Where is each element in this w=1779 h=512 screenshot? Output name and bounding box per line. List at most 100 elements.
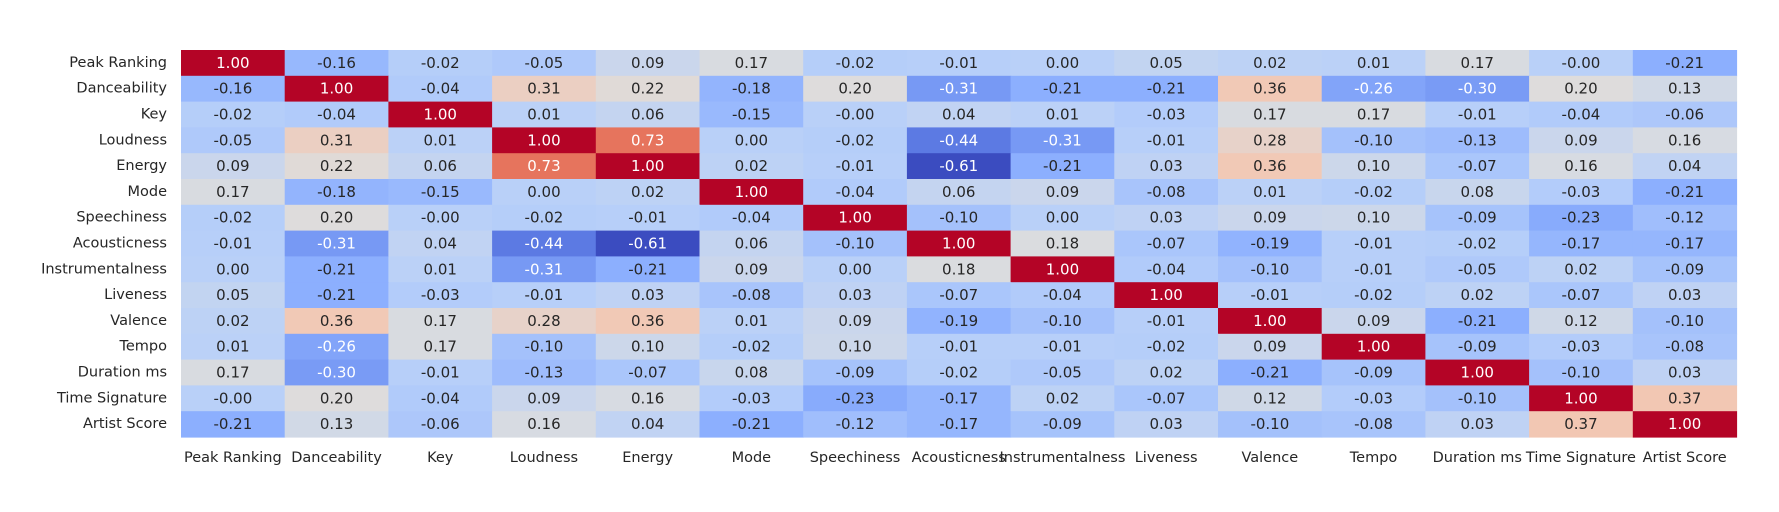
heatmap-cell-instrumentalness-duration-ms xyxy=(1425,256,1530,283)
heatmap-cell-key-energy xyxy=(595,101,701,128)
x-tick-label-energy: Energy xyxy=(622,450,673,466)
x-tick-label-loudness: Loudness xyxy=(510,450,578,466)
cell-value-label: 1.00 xyxy=(424,106,457,124)
heatmap-cell-artist-score-mode xyxy=(699,411,804,438)
heatmap-cell-tempo-artist-score xyxy=(1632,333,1738,361)
heatmap-cell-speechiness-peak-ranking xyxy=(181,204,286,232)
cell-value-label: -0.17 xyxy=(1562,235,1601,253)
heatmap-cell-valence-danceability xyxy=(284,308,389,335)
heatmap-cell-danceability-time-signature xyxy=(1529,75,1634,103)
heatmap-cell-instrumentalness-liveness xyxy=(1114,256,1219,283)
heatmap-cell-instrumentalness-tempo xyxy=(1321,256,1426,283)
heatmap-cell-speechiness-instrumentalness xyxy=(1010,204,1115,232)
heatmap-cell-valence-liveness xyxy=(1114,308,1219,335)
cell-value-label: -0.23 xyxy=(1562,209,1601,227)
cell-value-label: -0.04 xyxy=(317,106,356,124)
heatmap-cell-duration-ms-key xyxy=(388,359,493,386)
heatmap-cell-acousticness-acousticness xyxy=(906,230,1012,257)
heatmap-cell-key-tempo xyxy=(1321,101,1426,128)
heatmap-cell-mode-energy xyxy=(595,179,701,206)
cell-value-label: -0.06 xyxy=(1665,106,1704,124)
heatmap-cell-danceability-valence xyxy=(1218,75,1323,103)
cell-value-label: 0.17 xyxy=(216,364,249,382)
heatmap-cell-mode-danceability xyxy=(284,179,389,206)
x-tick-label-valence: Valence xyxy=(1241,450,1298,466)
cell-value-label: 0.09 xyxy=(631,54,664,72)
cell-value-label: 1.00 xyxy=(1149,286,1182,304)
heatmap-cell-key-danceability xyxy=(284,101,389,128)
heatmap-cell-mode-duration-ms xyxy=(1425,179,1530,206)
y-tick-label-acousticness: Acousticness xyxy=(73,236,167,252)
cell-value-label: -0.30 xyxy=(1458,80,1497,98)
heatmap-cell-time-signature-instrumentalness xyxy=(1010,385,1115,412)
heatmap-cell-energy-instrumentalness xyxy=(1010,153,1115,180)
cell-value-label: -0.10 xyxy=(836,235,875,253)
cell-value-label: -0.44 xyxy=(939,131,978,149)
cell-value-label: 1.00 xyxy=(1461,364,1494,382)
heatmap-cell-energy-time-signature xyxy=(1529,153,1634,180)
cell-value-label: 0.20 xyxy=(320,389,353,407)
x-tick-label-speechiness: Speechiness xyxy=(810,450,901,466)
cell-value-label: -0.17 xyxy=(1665,235,1704,253)
cell-value-label: 0.04 xyxy=(631,415,664,433)
heatmap-cell-energy-energy xyxy=(595,153,701,180)
heatmap-cell-key-duration-ms xyxy=(1425,101,1530,128)
cell-value-label: 0.20 xyxy=(838,80,871,98)
cell-value-label: -0.04 xyxy=(1562,106,1601,124)
cell-value-label: -0.02 xyxy=(939,364,978,382)
heatmap-cell-duration-ms-artist-score xyxy=(1632,359,1738,386)
x-tick-label-tempo: Tempo xyxy=(1349,450,1398,466)
cell-value-label: 0.08 xyxy=(735,364,768,382)
cell-value-label: 0.37 xyxy=(1668,389,1701,407)
heatmap-cell-duration-ms-acousticness xyxy=(906,359,1012,386)
y-tick-label-liveness: Liveness xyxy=(104,287,167,303)
cell-value-label: 0.18 xyxy=(1046,235,1079,253)
heatmap-cell-key-mode xyxy=(699,101,804,128)
cell-value-label: -0.03 xyxy=(1354,389,1393,407)
cell-value-label: -0.15 xyxy=(421,183,460,201)
cell-value-label: 0.04 xyxy=(424,235,457,253)
cell-value-label: -0.05 xyxy=(213,131,252,149)
heatmap-cell-time-signature-liveness xyxy=(1114,385,1219,412)
heatmap-cell-instrumentalness-time-signature xyxy=(1529,256,1634,283)
cell-value-label: 0.16 xyxy=(527,415,560,433)
heatmap-cell-key-valence xyxy=(1218,101,1323,128)
heatmap-cell-danceability-peak-ranking xyxy=(181,75,286,103)
cell-value-label: 0.08 xyxy=(1461,183,1494,201)
cell-value-label: 0.01 xyxy=(1046,106,1079,124)
cell-value-label: 0.17 xyxy=(735,54,768,72)
cell-value-label: -0.03 xyxy=(421,286,460,304)
cell-value-label: -0.21 xyxy=(1665,183,1704,201)
heatmap-cell-acousticness-speechiness xyxy=(803,230,908,257)
heatmap-cell-liveness-key xyxy=(388,282,493,309)
cell-value-label: -0.07 xyxy=(628,364,667,382)
heatmap-cell-loudness-loudness xyxy=(492,127,597,154)
heatmap-cell-danceability-speechiness xyxy=(803,75,908,103)
heatmap-cell-tempo-mode xyxy=(699,333,804,361)
heatmap-cell-peak-ranking-mode xyxy=(699,50,804,77)
cell-value-label: 0.36 xyxy=(1253,157,1286,175)
cell-value-label: 0.09 xyxy=(735,260,768,278)
cell-value-label: -0.31 xyxy=(939,80,978,98)
heatmap-cell-energy-artist-score xyxy=(1632,153,1738,180)
heatmap-cell-acousticness-duration-ms xyxy=(1425,230,1530,257)
cell-value-label: -0.00 xyxy=(421,209,460,227)
cell-value-label: -0.10 xyxy=(1354,131,1393,149)
cell-value-label: -0.31 xyxy=(317,235,356,253)
heatmap-cell-time-signature-danceability xyxy=(284,385,389,412)
cell-value-label: -0.21 xyxy=(317,260,356,278)
heatmap-cell-danceability-acousticness xyxy=(906,75,1012,103)
heatmap-cell-artist-score-duration-ms xyxy=(1425,411,1530,438)
heatmap-cell-tempo-valence xyxy=(1218,333,1323,361)
cell-value-label: 0.17 xyxy=(1357,106,1390,124)
heatmap-cell-danceability-energy xyxy=(595,75,701,103)
cell-value-label: 0.16 xyxy=(1564,157,1597,175)
heatmap-cell-instrumentalness-danceability xyxy=(284,256,389,283)
heatmap-cell-time-signature-artist-score xyxy=(1632,385,1738,412)
heatmap-cell-mode-valence xyxy=(1218,179,1323,206)
heatmap-cell-instrumentalness-mode xyxy=(699,256,804,283)
cell-value-label: -0.31 xyxy=(525,260,564,278)
cell-value-label: -0.07 xyxy=(1562,286,1601,304)
cell-value-label: -0.01 xyxy=(1354,235,1393,253)
